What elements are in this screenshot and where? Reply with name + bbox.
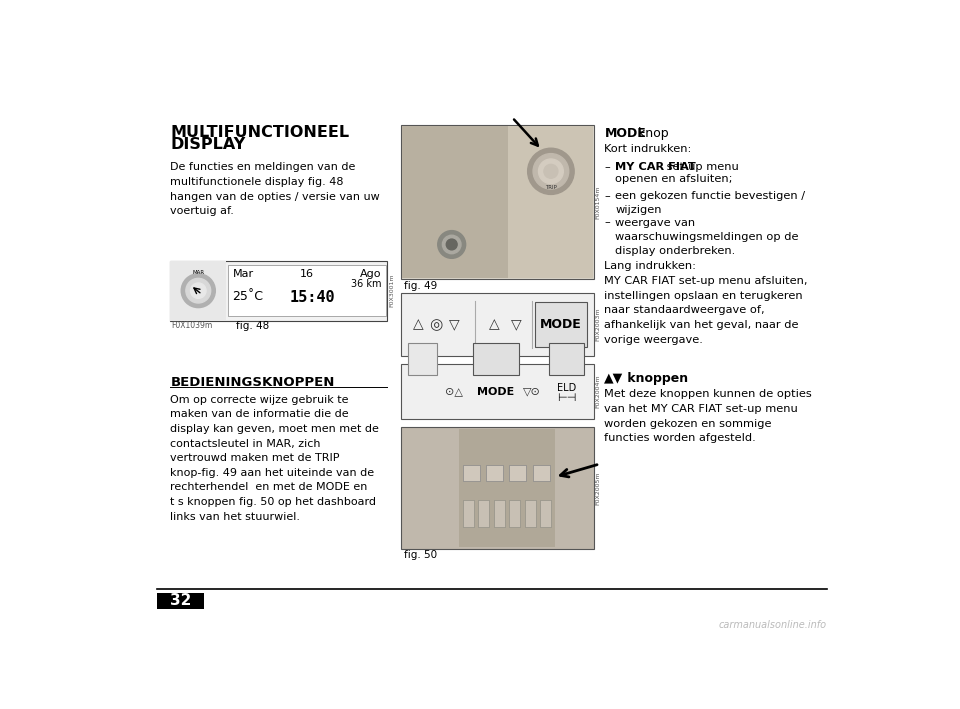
Bar — [533, 466, 550, 481]
Text: MODE: MODE — [540, 318, 582, 331]
Bar — [525, 500, 536, 527]
Text: Ago: Ago — [360, 269, 381, 279]
Bar — [493, 500, 505, 527]
Bar — [401, 364, 593, 419]
Bar — [486, 466, 503, 481]
Text: knop: knop — [634, 128, 668, 140]
Text: MY CAR FIAT: MY CAR FIAT — [615, 162, 696, 172]
Bar — [540, 500, 551, 527]
Text: Om op correcte wijze gebruik te
maken van de informatie die de
display kan geven: Om op correcte wijze gebruik te maken va… — [170, 395, 379, 522]
Text: –: – — [605, 191, 611, 201]
Circle shape — [181, 274, 215, 308]
Text: F0X0154m: F0X0154m — [596, 185, 601, 219]
Text: △: △ — [413, 318, 423, 332]
Circle shape — [539, 159, 564, 184]
Bar — [228, 265, 386, 316]
Text: ▽⊙: ▽⊙ — [522, 386, 540, 396]
Text: 15:40: 15:40 — [290, 290, 335, 305]
Text: –: – — [605, 218, 611, 228]
Bar — [170, 261, 388, 320]
Circle shape — [438, 230, 466, 258]
Bar — [463, 466, 480, 481]
Text: ◎: ◎ — [429, 317, 443, 332]
Text: MODE: MODE — [605, 128, 646, 140]
Text: Mar: Mar — [232, 269, 253, 279]
Bar — [401, 427, 593, 549]
Text: fig. 48: fig. 48 — [236, 321, 270, 332]
Text: △: △ — [489, 318, 499, 332]
Circle shape — [528, 148, 574, 194]
Text: weergave van
waarschuwingsmeldingen op de
display onderbreken.: weergave van waarschuwingsmeldingen op d… — [615, 218, 799, 255]
Text: set-up menu: set-up menu — [663, 162, 739, 172]
Text: fig. 49: fig. 49 — [403, 281, 437, 291]
Bar — [408, 343, 437, 375]
Bar — [463, 500, 473, 527]
Bar — [401, 125, 593, 279]
Circle shape — [186, 279, 210, 303]
Circle shape — [446, 239, 457, 250]
Text: MODE: MODE — [477, 386, 515, 396]
Text: 16: 16 — [300, 269, 314, 279]
Text: ⊙△: ⊙△ — [445, 386, 463, 396]
Text: 32: 32 — [170, 593, 191, 608]
Bar — [157, 593, 204, 609]
Text: knoppen: knoppen — [623, 372, 688, 384]
Text: F0X2005m: F0X2005m — [596, 471, 601, 505]
Text: ▽: ▽ — [448, 318, 459, 332]
Bar — [401, 293, 593, 356]
Text: DISPLAY: DISPLAY — [170, 138, 246, 152]
Text: ELD: ELD — [557, 384, 576, 393]
Bar — [510, 500, 520, 527]
Text: Lang indrukken:: Lang indrukken: — [605, 261, 696, 271]
Text: 25˚C: 25˚C — [232, 290, 263, 303]
Bar — [459, 428, 555, 547]
Circle shape — [544, 164, 558, 178]
Text: F0X2004m: F0X2004m — [596, 375, 601, 408]
Circle shape — [443, 235, 461, 254]
Text: fig. 50: fig. 50 — [403, 550, 437, 560]
Text: ⊢⊣: ⊢⊣ — [557, 393, 576, 403]
Text: MY CAR FIAT set-up menu afsluiten,
instellingen opslaan en terugkeren
naar stand: MY CAR FIAT set-up menu afsluiten, inste… — [605, 276, 808, 345]
Text: BEDIENINGSKNOPPEN: BEDIENINGSKNOPPEN — [170, 376, 335, 389]
Bar — [402, 126, 592, 279]
Text: F0X2003m: F0X2003m — [596, 308, 601, 341]
Bar — [170, 261, 227, 320]
Text: De functies en meldingen van de
multifunctionele display fig. 48
hangen van de o: De functies en meldingen van de multifun… — [170, 162, 380, 216]
Text: MAR: MAR — [192, 270, 204, 275]
Circle shape — [190, 283, 206, 298]
Circle shape — [533, 154, 568, 189]
Bar — [472, 343, 519, 375]
Text: 36 km: 36 km — [350, 279, 381, 289]
Text: Kort indrukken:: Kort indrukken: — [605, 144, 692, 154]
Text: een gekozen functie bevestigen /
wijzigen: een gekozen functie bevestigen / wijzige… — [615, 191, 805, 216]
Text: F0X1039m: F0X1039m — [171, 321, 212, 330]
Text: carmanualsonline.info: carmanualsonline.info — [719, 620, 827, 630]
Bar — [478, 500, 490, 527]
Bar — [402, 126, 508, 279]
Bar — [548, 343, 585, 375]
Text: openen en afsluiten;: openen en afsluiten; — [615, 174, 732, 184]
Text: F0X3001m: F0X3001m — [390, 274, 395, 308]
Text: –: – — [605, 162, 611, 172]
Bar — [510, 466, 526, 481]
Bar — [536, 302, 587, 347]
Text: ▽: ▽ — [511, 318, 521, 332]
Text: Met deze knoppen kunnen de opties
van het MY CAR FIAT set-up menu
worden gekozen: Met deze knoppen kunnen de opties van he… — [605, 389, 812, 443]
Text: ▲▼: ▲▼ — [605, 372, 624, 384]
Text: TRIP: TRIP — [545, 185, 557, 190]
Text: MULTIFUNCTIONEEL: MULTIFUNCTIONEEL — [170, 125, 349, 140]
